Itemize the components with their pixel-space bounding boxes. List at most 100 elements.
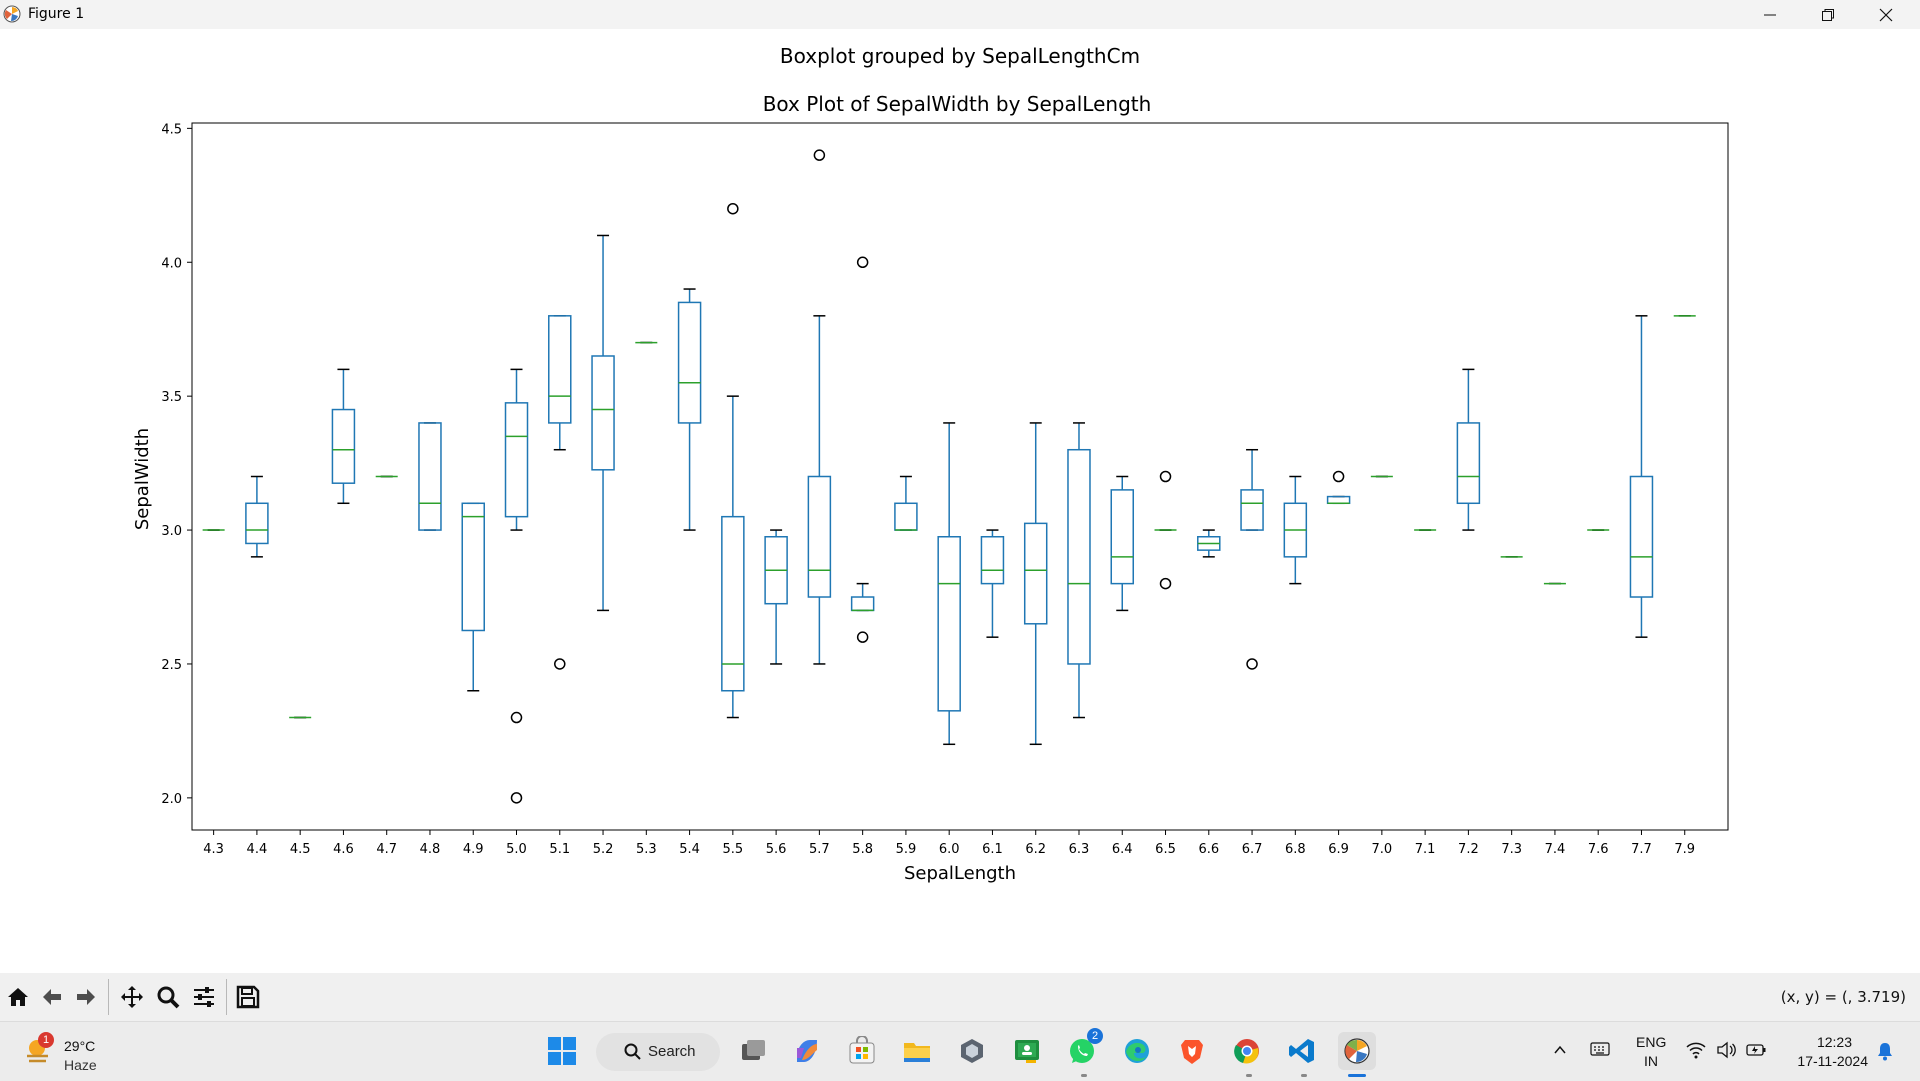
box-body <box>591 355 615 471</box>
home-button[interactable] <box>2 981 34 1013</box>
weather-notification-badge: 1 <box>38 1032 54 1048</box>
file-explorer-button[interactable] <box>898 1032 936 1070</box>
google-classroom-button[interactable] <box>1008 1032 1046 1070</box>
zoom-icon <box>157 986 180 1009</box>
minimize-icon <box>1764 14 1776 16</box>
x-tick-label: 5.7 <box>809 842 830 857</box>
x-tick-label: 5.1 <box>549 842 570 857</box>
box-6.0 <box>937 422 961 746</box>
x-tick-label: 5.2 <box>593 842 614 857</box>
chrome-icon <box>1234 1039 1259 1064</box>
box-5.9 <box>894 475 918 531</box>
touch-keyboard-button[interactable] <box>1590 1041 1610 1062</box>
x-tick-label: 4.3 <box>203 842 224 857</box>
configure-subplots-button[interactable] <box>188 981 220 1013</box>
start-button[interactable] <box>543 1032 581 1070</box>
microsoft-store-button[interactable] <box>843 1032 881 1070</box>
figure-canvas[interactable]: Boxplot grouped by SepalLengthCm Box Plo… <box>0 29 1920 973</box>
whatsapp-button[interactable]: 2 <box>1063 1028 1103 1070</box>
x-tick-label: 6.9 <box>1328 842 1349 857</box>
vscode-button[interactable] <box>1283 1032 1321 1070</box>
input-region[interactable]: IN <box>1644 1053 1658 1069</box>
taskbar: 1 29°C Haze Search 2 <box>0 1021 1920 1081</box>
volume-button[interactable] <box>1716 1041 1736 1064</box>
window-titlebar: Figure 1 <box>0 0 1920 29</box>
outlier-point <box>813 149 826 161</box>
chrome-button[interactable] <box>1228 1032 1266 1070</box>
save-figure-button[interactable] <box>232 981 264 1013</box>
outlier-point <box>856 256 869 269</box>
box-5.0 <box>504 368 529 804</box>
chart-title: Box Plot of SepalWidth by SepalLength <box>763 92 1152 116</box>
cube-app-button[interactable] <box>953 1032 991 1070</box>
back-button[interactable] <box>36 981 68 1013</box>
minimize-button[interactable] <box>1741 0 1799 29</box>
whatsapp-running-indicator <box>1081 1074 1087 1077</box>
x-tick-label: 5.5 <box>723 842 744 857</box>
edge-button[interactable] <box>1118 1032 1156 1070</box>
box-5.2 <box>591 234 615 612</box>
toolbar-separator <box>108 979 109 1015</box>
box-body <box>677 301 702 424</box>
close-button[interactable] <box>1857 0 1915 29</box>
copilot-button[interactable] <box>788 1032 826 1070</box>
forward-icon <box>77 989 95 1005</box>
network-button[interactable] <box>1686 1041 1706 1064</box>
outlier-point <box>1159 470 1172 483</box>
box-4.4 <box>245 475 269 558</box>
notifications-button[interactable] <box>1876 1041 1894 1066</box>
outlier-point <box>1246 658 1258 670</box>
box-6.7 <box>1240 448 1264 670</box>
search-label: Search <box>648 1043 696 1060</box>
configure-icon <box>194 987 214 1007</box>
matplotlib-figure-button[interactable] <box>1338 1032 1376 1070</box>
forward-button[interactable] <box>70 981 102 1013</box>
x-tick-label: 5.3 <box>636 842 657 857</box>
x-tick-label: 4.8 <box>420 842 441 857</box>
box-5.4 <box>677 288 702 531</box>
brave-button[interactable] <box>1173 1032 1211 1070</box>
clock-date[interactable]: 17-11-2024 <box>1797 1053 1868 1069</box>
boxplot-chart: Boxplot grouped by SepalLengthCm Box Plo… <box>132 44 1729 884</box>
x-tick-label: 7.7 <box>1631 842 1652 857</box>
x-tick-label: 6.1 <box>982 842 1003 857</box>
weather-widget[interactable]: 1 29°C Haze <box>20 1030 110 1074</box>
weather-condition: Haze <box>64 1057 97 1073</box>
input-language[interactable]: ENG <box>1636 1034 1667 1050</box>
battery-charging-icon <box>1746 1044 1766 1056</box>
box-body <box>850 596 875 612</box>
task-view-button[interactable] <box>734 1032 772 1070</box>
copilot-icon <box>797 1040 817 1062</box>
y-tick-label: 2.0 <box>161 792 182 807</box>
outlier-point <box>856 631 869 643</box>
show-hidden-icons-button[interactable] <box>1552 1042 1568 1063</box>
bell-icon <box>1878 1043 1892 1061</box>
store-icon <box>849 1036 875 1064</box>
x-tick-label: 7.0 <box>1372 842 1393 857</box>
box-5.6 <box>764 529 788 665</box>
back-icon <box>43 989 61 1005</box>
speaker-icon <box>1717 1041 1736 1059</box>
box-6.8 <box>1283 475 1308 585</box>
close-icon <box>1879 8 1893 22</box>
outlier-point <box>727 202 739 215</box>
y-tick-label: 4.0 <box>161 256 182 271</box>
whatsapp-notification-badge: 2 <box>1087 1028 1103 1044</box>
zoom-button[interactable] <box>152 981 184 1013</box>
box-body <box>894 502 918 531</box>
x-axis: 4.3 4.4 4.5 4.6 4.7 4.8 4.9 5.0 5.1 5.2 5.3 5.4 5.5 5… <box>203 830 1695 857</box>
box-body <box>1629 475 1654 598</box>
chrome-running-indicator <box>1246 1074 1252 1077</box>
box-body <box>721 515 745 692</box>
battery-button[interactable] <box>1745 1041 1767 1064</box>
box-body <box>548 315 572 424</box>
y-axis-label: SepalWidth <box>132 428 153 530</box>
x-tick-label: 6.7 <box>1242 842 1263 857</box>
pan-button[interactable] <box>116 981 148 1013</box>
restore-button[interactable] <box>1799 0 1857 29</box>
box-7.2 <box>1456 368 1481 531</box>
clock-time[interactable]: 12:23 <box>1816 1034 1852 1050</box>
restore-icon <box>1822 9 1834 21</box>
taskbar-search[interactable]: Search <box>596 1033 720 1071</box>
weather-temperature: 29°C <box>64 1038 96 1054</box>
